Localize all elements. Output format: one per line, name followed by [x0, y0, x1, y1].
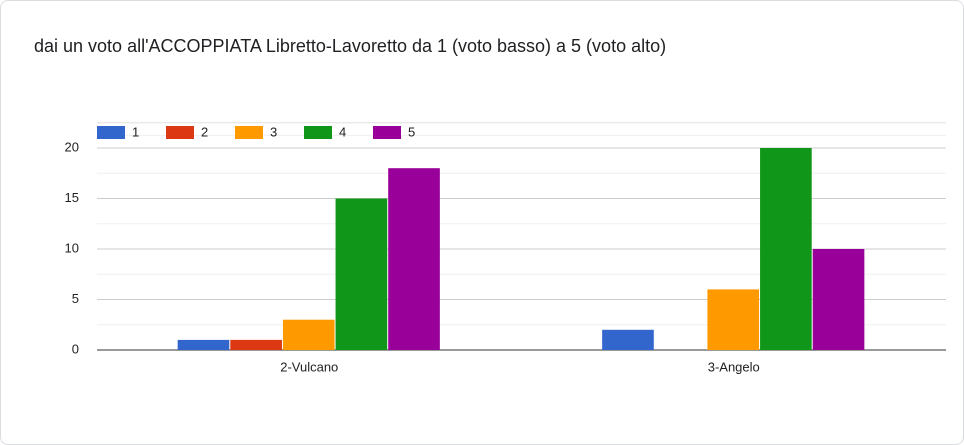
legend-label: 4: [339, 124, 346, 139]
y-tick-label: 15: [65, 190, 79, 205]
bar: [177, 339, 230, 350]
legend-swatch: [97, 126, 125, 139]
legend-label: 2: [201, 124, 208, 139]
bar: [282, 319, 335, 350]
bar: [335, 198, 388, 350]
bar: [707, 289, 760, 350]
legend-label: 1: [132, 124, 139, 139]
y-tick-label: 5: [72, 291, 79, 306]
y-tick-label: 10: [65, 240, 79, 255]
bar: [760, 148, 812, 350]
y-tick-label: 0: [72, 341, 79, 356]
legend-swatch: [235, 126, 263, 139]
legend-label: 5: [408, 124, 415, 139]
legend-label: 3: [270, 124, 277, 139]
bar: [602, 329, 654, 350]
x-tick-label: 3-Angelo: [708, 359, 760, 374]
x-tick-label: 2-Vulcano: [280, 359, 338, 374]
bar: [230, 339, 282, 350]
legend-swatch: [166, 126, 194, 139]
bar: [812, 249, 865, 350]
legend-swatch: [373, 126, 401, 139]
legend-swatch: [304, 126, 332, 139]
y-tick-label: 20: [65, 139, 79, 154]
chart-title: dai un voto all'ACCOPPIATA Libretto-Lavo…: [34, 36, 666, 56]
bar: [388, 168, 440, 350]
